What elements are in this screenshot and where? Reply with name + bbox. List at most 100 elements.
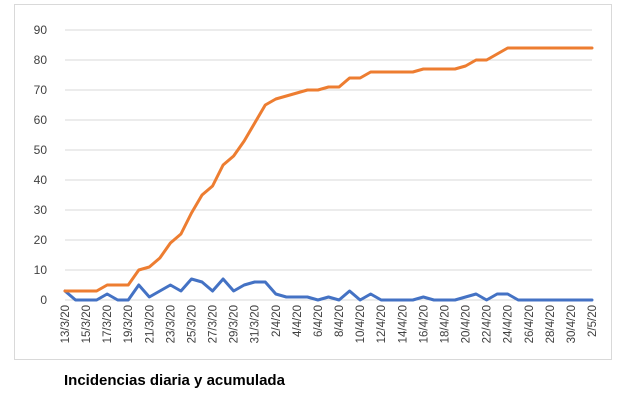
- data-point: [390, 71, 393, 73]
- data-point: [127, 284, 130, 286]
- data-point: [485, 299, 488, 301]
- data-point: [148, 266, 151, 268]
- x-tick-label: 6/4/20: [313, 305, 325, 337]
- data-point: [527, 299, 530, 301]
- data-point: [211, 185, 214, 187]
- data-point: [338, 86, 340, 88]
- x-tick-label: 19/3/20: [123, 305, 135, 343]
- data-point: [517, 299, 520, 301]
- data-point: [433, 68, 435, 70]
- data-point: [380, 299, 383, 301]
- data-point: [95, 290, 98, 292]
- x-tick-label: 16/4/20: [418, 305, 430, 343]
- data-point: [475, 293, 477, 295]
- data-point: [580, 47, 583, 49]
- data-point: [95, 299, 98, 301]
- data-point: [359, 77, 361, 79]
- data-point: [306, 296, 309, 298]
- data-point: [359, 299, 361, 301]
- series-0: [63, 277, 594, 302]
- data-point: [264, 281, 267, 283]
- chart-caption: Incidencias diaria y acumulada: [64, 372, 285, 389]
- x-tick-label: 28/4/20: [545, 305, 557, 343]
- data-point: [201, 194, 203, 196]
- x-tick-label: 26/4/20: [524, 305, 536, 343]
- data-point: [74, 299, 77, 301]
- x-tick-label: 10/4/20: [355, 305, 367, 343]
- x-tick-label: 17/3/20: [102, 305, 114, 343]
- data-point: [380, 71, 383, 73]
- data-point: [496, 53, 498, 55]
- data-point: [211, 290, 214, 292]
- series-1: [63, 46, 594, 293]
- data-point: [201, 281, 203, 283]
- data-point: [485, 59, 488, 61]
- data-point: [549, 47, 551, 49]
- data-point: [137, 284, 140, 286]
- gridlines: [65, 29, 592, 301]
- y-axis-tick-labels: 0 10 20 30 40 50 60 70 80 90: [34, 23, 48, 307]
- y-tick-label: 80: [34, 53, 48, 67]
- data-point: [285, 95, 288, 97]
- data-point: [317, 89, 319, 91]
- data-point: [159, 257, 161, 259]
- x-tick-label: 8/4/20: [334, 305, 346, 337]
- data-point: [506, 47, 509, 49]
- data-point: [275, 293, 277, 295]
- y-tick-label: 10: [34, 263, 48, 277]
- x-tick-label: 18/4/20: [439, 305, 451, 343]
- y-tick-label: 60: [34, 113, 48, 127]
- data-point: [348, 77, 351, 79]
- data-point: [517, 47, 520, 49]
- x-tick-label: 2/5/20: [587, 305, 599, 337]
- data-point: [412, 299, 414, 301]
- x-tick-label: 14/4/20: [397, 305, 409, 343]
- data-point: [591, 299, 593, 301]
- data-point: [338, 299, 340, 301]
- x-tick-label: 21/3/20: [144, 305, 156, 343]
- x-tick-label: 22/4/20: [482, 305, 494, 343]
- y-tick-label: 70: [34, 83, 48, 97]
- data-point: [243, 284, 245, 286]
- data-point: [559, 299, 562, 301]
- series-line-1: [63, 46, 594, 293]
- data-point: [464, 296, 467, 298]
- chart-area: 0 10 20 30 40 50 60 70 80 90 13/3/20 15/3/20 17/3/2…: [14, 4, 612, 360]
- data-point: [264, 104, 267, 106]
- data-point: [180, 290, 182, 292]
- data-point: [538, 299, 541, 301]
- x-tick-label: 23/3/20: [165, 305, 177, 343]
- data-point: [296, 92, 298, 94]
- data-point: [85, 299, 87, 301]
- data-point: [348, 290, 351, 292]
- y-tick-label: 40: [34, 173, 48, 187]
- series-lines: [63, 46, 594, 302]
- data-point: [369, 71, 372, 73]
- data-point: [559, 47, 562, 49]
- y-tick-label: 30: [34, 203, 48, 217]
- data-point: [591, 47, 593, 49]
- data-point: [148, 296, 151, 298]
- data-point: [570, 299, 572, 301]
- data-point: [74, 290, 77, 292]
- data-point: [422, 296, 425, 298]
- data-point: [422, 68, 425, 70]
- data-point: [475, 59, 477, 61]
- x-tick-label: 24/4/20: [503, 305, 515, 343]
- line-chart: 0 10 20 30 40 50 60 70 80 90 13/3/20 15/3/20 17/3/2…: [34, 23, 599, 343]
- data-point: [306, 89, 309, 91]
- y-tick-label: 20: [34, 233, 48, 247]
- data-point: [106, 293, 108, 295]
- data-point: [285, 296, 288, 298]
- y-tick-label: 90: [34, 23, 48, 37]
- data-point: [243, 140, 245, 142]
- y-tick-label: 50: [34, 143, 48, 157]
- data-point: [232, 290, 235, 292]
- data-point: [253, 122, 256, 124]
- x-tick-label: 30/4/20: [566, 305, 578, 343]
- data-point: [327, 86, 330, 88]
- data-point: [443, 68, 446, 70]
- data-point: [253, 281, 256, 283]
- x-tick-label: 12/4/20: [376, 305, 388, 343]
- data-point: [496, 293, 498, 295]
